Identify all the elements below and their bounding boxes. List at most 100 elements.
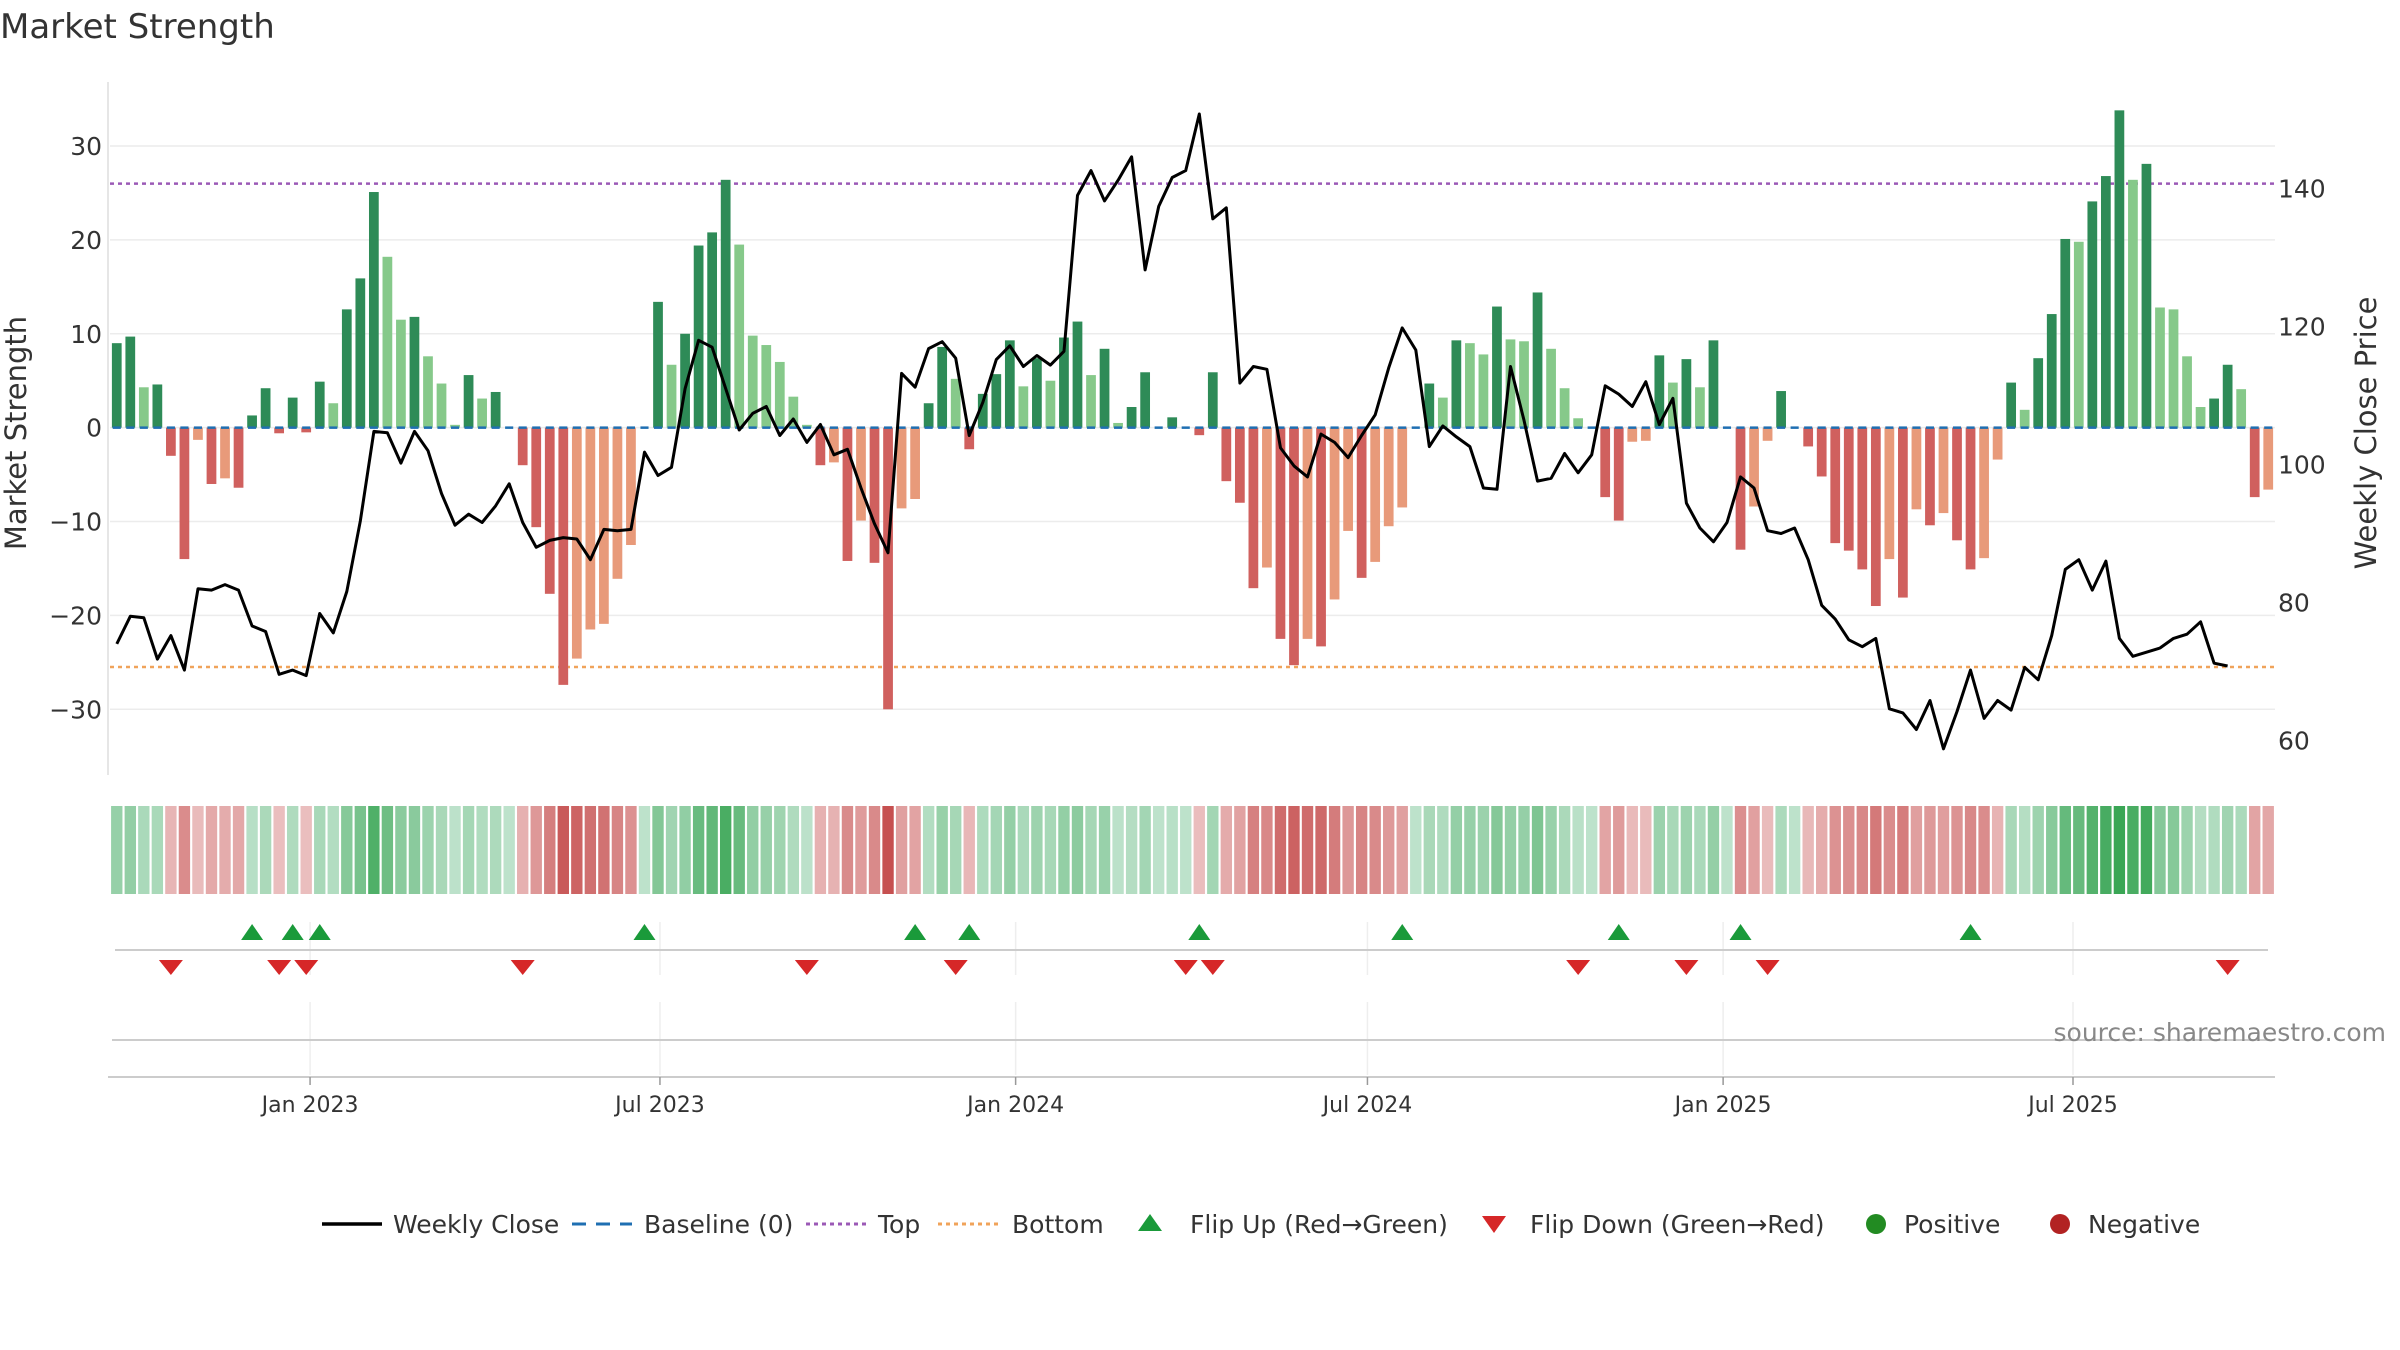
heat-cell — [868, 806, 881, 894]
heat-cell — [1991, 806, 2004, 894]
x-tick-label: Jul 2024 — [1321, 1093, 1413, 1118]
strength-bar — [1762, 427, 1773, 441]
strength-bar — [544, 427, 555, 594]
strength-bar — [2087, 201, 2098, 428]
heat-cell — [1964, 806, 1977, 894]
heat-cell — [2100, 806, 2112, 894]
strength-bar — [314, 381, 325, 428]
heat-cell — [1396, 806, 1408, 894]
heat-cell — [1220, 806, 1233, 894]
strength-bar — [220, 427, 230, 479]
heat-cell — [246, 806, 258, 894]
flip-up-marker — [1607, 924, 1630, 940]
heat-cell — [286, 806, 299, 894]
heat-cell — [2018, 806, 2031, 894]
heat-cell — [111, 806, 123, 894]
strength-bar — [138, 387, 149, 428]
strength-bar — [977, 393, 988, 428]
heat-cell — [760, 806, 772, 894]
strength-bar — [1952, 427, 1962, 541]
heat-cell — [2073, 806, 2085, 894]
strength-bar — [125, 336, 136, 428]
heat-cell — [2140, 806, 2153, 894]
heat-cell — [1721, 806, 1733, 894]
heat-cell — [1288, 806, 1300, 894]
reference-lines — [110, 182, 2275, 669]
heat-cell — [1626, 806, 1638, 894]
flip-up-marker — [1391, 924, 1414, 940]
heat-cell — [2086, 806, 2099, 894]
heat-cell — [828, 806, 840, 894]
strength-bar — [2155, 307, 2165, 428]
heat-cell — [1870, 806, 1882, 894]
empty-dots-panel — [112, 1002, 2270, 1075]
y-right-tick-label: 140 — [2278, 175, 2326, 204]
strength-bar — [896, 427, 907, 509]
strength-bar — [1289, 427, 1299, 666]
strength-bar — [2209, 398, 2219, 428]
y-left-tick-label: 20 — [70, 226, 102, 255]
strength-bar — [1640, 427, 1651, 441]
strength-bar — [707, 232, 718, 428]
strength-bar — [829, 427, 839, 463]
heat-cell — [2262, 806, 2274, 894]
strength-bar — [409, 316, 420, 428]
strength-bar — [842, 427, 853, 561]
heat-cell — [1531, 806, 1544, 894]
strength-bar — [1248, 427, 1259, 589]
strength-bar — [1492, 306, 1502, 428]
legend-label-bottom: Bottom — [1012, 1210, 1104, 1239]
strength-bar — [1397, 427, 1408, 508]
strength-bar — [477, 398, 487, 428]
strength-bar — [1383, 427, 1394, 527]
heat-cell — [706, 806, 718, 894]
flip-up-marker — [958, 924, 981, 940]
strength-bar — [1356, 427, 1367, 578]
flip-down-marker — [1173, 960, 1198, 975]
heat-cell — [801, 806, 813, 894]
heat-cell — [408, 806, 421, 894]
heat-cell — [503, 806, 515, 894]
heat-cell — [1274, 806, 1287, 894]
heat-cell — [1937, 806, 1950, 894]
heat-cell — [598, 806, 610, 894]
heat-cell — [977, 806, 989, 894]
heat-cell — [2127, 806, 2139, 894]
legend-label-flipup: Flip Up (Red→Green) — [1190, 1210, 1448, 1239]
gridlines — [110, 145, 2275, 711]
strength-bar — [1898, 427, 1908, 598]
strength-bar — [152, 384, 163, 428]
heat-cell — [1707, 806, 1720, 894]
strength-bar — [626, 427, 636, 545]
legend-flip-down-icon — [1482, 1216, 1506, 1233]
strength-bar — [423, 356, 433, 428]
heat-cell — [1423, 806, 1435, 894]
strength-bar — [166, 427, 176, 456]
strength-bar — [2128, 179, 2138, 428]
heat-cell — [1734, 806, 1747, 894]
heat-cell — [273, 806, 285, 894]
strength-bar — [1045, 380, 1056, 428]
strength-bar — [1938, 427, 1949, 514]
strength-bar — [1532, 292, 1543, 428]
strength-bar — [1302, 427, 1313, 639]
heat-cell — [719, 806, 732, 894]
strength-bar — [1004, 340, 1015, 428]
heat-cell — [1234, 806, 1246, 894]
strength-bar — [774, 361, 785, 428]
strength-bar — [883, 427, 893, 710]
heat-cell — [2181, 806, 2193, 894]
legend-negative-dot — [2050, 1214, 2070, 1234]
strength-bar — [2222, 364, 2233, 428]
heat-cell — [950, 806, 962, 894]
heat-cell — [1775, 806, 1787, 894]
heat-cell — [909, 806, 921, 894]
strength-bar — [111, 343, 122, 428]
strength-bar — [382, 256, 393, 428]
strength-bar — [1681, 359, 1692, 428]
strength-bar — [2006, 382, 2017, 428]
legend-flip-up-icon — [1138, 1214, 1162, 1231]
heat-cell — [855, 806, 867, 894]
